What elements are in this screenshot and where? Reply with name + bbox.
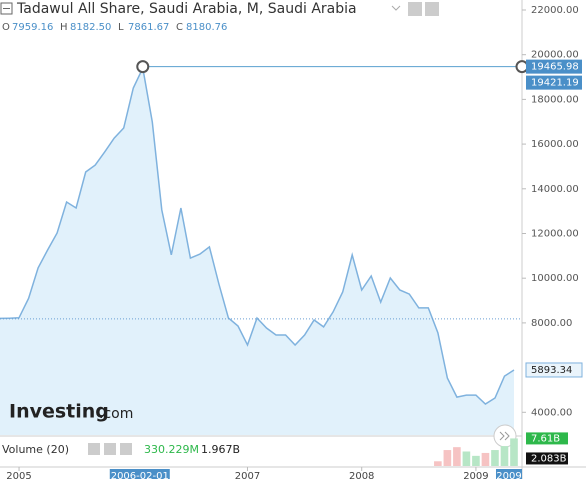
y-tick-label: 10000.00 <box>531 273 579 284</box>
volume-icon[interactable] <box>104 443 116 455</box>
last-value-box <box>525 362 583 378</box>
volume-title: Volume (20) <box>2 443 69 456</box>
x-tick-label: 2007 <box>235 471 260 479</box>
volume-bar <box>472 455 480 466</box>
ohlc-value: 8182.50 <box>70 22 111 33</box>
x-crosshair-box <box>109 469 170 479</box>
watermark-suffix: .com <box>99 406 133 422</box>
volume-bar <box>434 461 442 466</box>
volume-axis-label: 7.61B <box>531 433 560 444</box>
volume-icon[interactable] <box>120 443 132 455</box>
y-tick-label: 16000.00 <box>531 139 579 150</box>
chart-title: Tadawul All Share, Saudi Arabia, M, Saud… <box>16 1 357 17</box>
settings-icon[interactable] <box>408 2 422 16</box>
zoom-button-icon <box>499 431 510 441</box>
y-tick-label: 14000.00 <box>531 184 579 195</box>
collapse-icon[interactable] <box>0 2 13 15</box>
high-value-label: 19421.19 <box>531 78 579 89</box>
ohlc-value: 7861.67 <box>128 22 169 33</box>
ohlc-value: 8180.76 <box>186 22 227 33</box>
ohlc-label: O <box>2 22 10 33</box>
ohlc-label: C <box>176 22 183 33</box>
area <box>0 68 514 435</box>
volume-axis-label: 2.083B <box>531 453 567 464</box>
volume-axis-box <box>526 432 568 445</box>
crosshair-value-label: 19465.98 <box>531 62 579 73</box>
volume-icon[interactable] <box>88 443 100 455</box>
y-tick-label: 4000.00 <box>531 407 572 418</box>
volume-readout: 330.229M <box>144 443 199 456</box>
watermark: Investing <box>9 401 109 423</box>
plot <box>0 65 515 435</box>
volume-bar <box>453 447 461 466</box>
volume-bar <box>500 446 509 466</box>
crosshair-point <box>136 60 150 74</box>
x-highlight-box <box>496 469 522 479</box>
volume-bar <box>462 451 471 466</box>
volume-readout: 1.967B <box>201 443 240 456</box>
y-tick-label: 12000.00 <box>531 228 579 239</box>
crosshair-value-box <box>526 59 582 74</box>
x-highlight-label: 2009 <box>496 471 521 479</box>
volume-bar <box>491 450 499 466</box>
volume-bar <box>481 452 490 466</box>
dropdown-icon[interactable] <box>391 5 401 11</box>
ohlc-label: L <box>118 22 124 33</box>
last-value-label: 5893.34 <box>531 365 572 376</box>
x-tick-label: 2009 <box>463 471 488 479</box>
x-tick-label: 2008 <box>349 471 374 479</box>
ohlc-value: 7959.16 <box>12 22 53 33</box>
volume-bar <box>443 450 452 466</box>
volume-bar <box>510 438 518 466</box>
crosshair-point <box>515 60 529 74</box>
ohlc: O 7959.16 H 8182.50 L 7861.67 C 8180.76 <box>2 22 227 33</box>
close-icon[interactable] <box>425 2 439 16</box>
y-tick-label: 22000.00 <box>531 5 579 16</box>
line <box>0 65 515 405</box>
volume-axis-box <box>526 452 568 465</box>
y-tick-label: 18000.00 <box>531 94 579 105</box>
y-tick-label: 20000.00 <box>531 50 579 61</box>
x-tick-label: 2005 <box>6 471 31 479</box>
x-crosshair-label: 2006-02-01 <box>111 471 169 479</box>
ohlc-label: H <box>60 22 68 33</box>
high-value-box <box>526 75 582 90</box>
y-tick-label: 8000.00 <box>531 318 572 329</box>
